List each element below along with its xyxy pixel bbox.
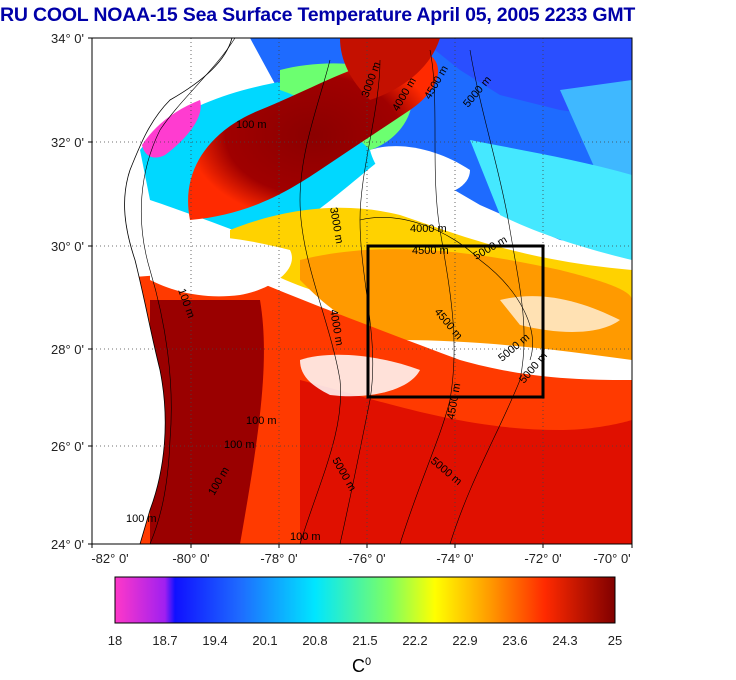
colorbar-tick: 20.8 — [302, 633, 327, 648]
contour-label: 100 m — [246, 415, 277, 427]
lat-tick-label: 26° 0' — [51, 439, 84, 454]
colorbar-tick: 22.9 — [452, 633, 477, 648]
lon-tick-label: -74° 0' — [436, 551, 473, 566]
lat-tick-label: 24° 0' — [51, 537, 84, 552]
colorbar-tick: 22.2 — [402, 633, 427, 648]
colorbar-unit-sup: 0 — [365, 656, 372, 668]
contour-label: 100 m — [224, 439, 255, 451]
colorbar: 18 18.7 19.4 20.1 20.8 21.5 22.2 22.9 23… — [108, 576, 622, 648]
lon-axis: -82° 0' -80° 0' -78° 0' -76° 0' -74° 0' … — [91, 544, 633, 566]
lat-tick-label: 34° 0' — [51, 31, 84, 46]
colorbar-tick: 25 — [608, 633, 622, 648]
lon-tick-label: -72° 0' — [524, 551, 561, 566]
lon-tick-label: -70° 0' — [593, 551, 630, 566]
lon-tick-label: -76° 0' — [348, 551, 385, 566]
colorbar-tick: 23.6 — [502, 633, 527, 648]
colorbar-tick: 21.5 — [352, 633, 377, 648]
lat-tick-label: 32° 0' — [51, 135, 84, 150]
lat-axis: 34° 0' 32° 0' 30° 0' 28° 0' 26° 0' 24° 0… — [51, 31, 92, 552]
contour-label: 100 m — [290, 531, 321, 543]
lon-tick-label: -80° 0' — [172, 551, 209, 566]
contour-label: 4000 m — [410, 223, 447, 235]
lon-tick-label: -78° 0' — [260, 551, 297, 566]
colorbar-gradient — [114, 576, 616, 624]
colorbar-unit: C0 — [352, 656, 371, 677]
colorbar-tick: 24.3 — [552, 633, 577, 648]
lat-tick-label: 30° 0' — [51, 239, 84, 254]
map-title: RU COOL NOAA-15 Sea Surface Temperature … — [0, 4, 636, 26]
colorbar-tick: 18 — [108, 633, 122, 648]
contour-label: 4500 m — [412, 245, 449, 257]
sst-field — [92, 38, 632, 544]
study-area-box — [366, 244, 545, 399]
lon-tick-label: -82° 0' — [91, 551, 128, 566]
colorbar-unit-letter: C — [352, 656, 365, 676]
colorbar-tick: 20.1 — [252, 633, 277, 648]
colorbar-tick: 18.7 — [152, 633, 177, 648]
colorbar-tick: 19.4 — [202, 633, 227, 648]
contour-label: 100 m — [236, 119, 267, 131]
plot-frame — [91, 37, 633, 545]
contour-label: 100 m — [126, 513, 157, 525]
lat-tick-label: 28° 0' — [51, 342, 84, 357]
